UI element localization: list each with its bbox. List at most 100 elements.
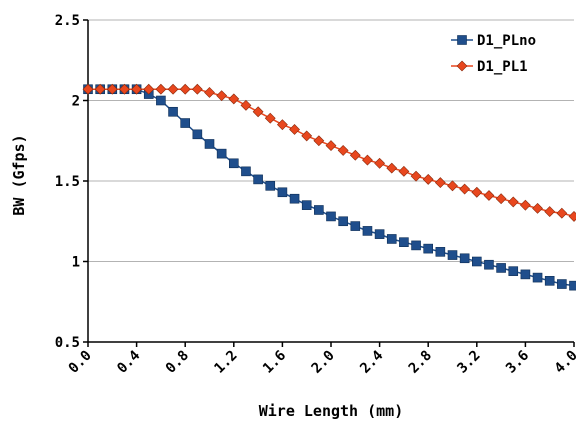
data-point (398, 165, 410, 177)
data-point (471, 186, 483, 198)
data-point (276, 119, 288, 131)
data-point (253, 174, 263, 185)
data-point (447, 250, 458, 260)
x-tick-label: 0.0 (66, 348, 95, 377)
data-point (459, 253, 470, 264)
y-tick-label: 2 (72, 94, 80, 110)
data-point (216, 148, 227, 159)
data-point (240, 99, 252, 111)
data-point (180, 118, 190, 128)
data-point (519, 199, 531, 211)
data-point (386, 162, 398, 174)
data-point (301, 200, 312, 210)
data-point (569, 280, 576, 291)
data-point (313, 135, 325, 147)
data-point (229, 158, 239, 169)
legend-marker (456, 60, 468, 72)
legend-entry: D1_PL1 (451, 59, 528, 75)
data-point (216, 90, 228, 102)
data-point (252, 106, 264, 118)
y-tick-label: 1 (72, 255, 80, 271)
x-tick-label: 1.2 (211, 348, 240, 377)
data-point (434, 177, 446, 189)
data-point (496, 263, 506, 273)
data-point (471, 256, 482, 267)
x-tick-label: 2.4 (357, 348, 386, 377)
data-point (325, 140, 337, 152)
x-tick-label: 2.8 (406, 348, 435, 377)
data-point (557, 279, 567, 289)
data-point (228, 93, 240, 105)
y-tick-label: 2.5 (55, 13, 80, 29)
x-tick-label: 3.2 (454, 348, 483, 377)
data-point (459, 183, 471, 195)
data-point (338, 216, 348, 227)
data-point (168, 106, 178, 117)
data-point (143, 83, 155, 95)
data-point (544, 276, 555, 286)
series-D1_PL1 (82, 83, 576, 222)
legend: D1_PLno D1_PL1 (451, 33, 536, 75)
data-point (179, 83, 191, 95)
data-point (374, 157, 386, 169)
data-point (204, 87, 215, 98)
data-point (507, 196, 519, 208)
data-point (411, 240, 421, 251)
data-point (544, 206, 556, 218)
data-point (508, 266, 519, 276)
y-axis-ticks: 0.5 1 1.5 2 2.5 (55, 13, 88, 351)
data-point (374, 229, 385, 239)
data-point (386, 234, 397, 244)
y-tick-label: 1.5 (55, 174, 80, 190)
data-point (204, 139, 215, 149)
data-point (350, 221, 361, 231)
data-point (423, 243, 434, 254)
x-tick-label: 1.6 (260, 348, 289, 377)
data-point (264, 112, 276, 124)
data-point (155, 83, 167, 95)
data-point (399, 237, 409, 247)
data-point (483, 190, 495, 201)
data-point (447, 180, 458, 192)
data-point (520, 269, 531, 280)
data-point (82, 83, 94, 95)
x-tick-label: 2.0 (309, 348, 338, 377)
y-axis-title: BW (Gfps) (10, 134, 28, 215)
series-line (88, 88, 575, 287)
data-point (362, 154, 373, 166)
y-tick-label: 0.5 (55, 335, 80, 351)
data-point (106, 83, 118, 95)
x-axis-ticks: 0.0 0.4 0.8 1.2 1.6 2.0 2.4 2.8 3.2 3.6 4.0 (66, 342, 576, 377)
data-point (410, 170, 422, 182)
data-point (495, 193, 507, 205)
data-point (484, 259, 494, 270)
data-point (192, 129, 203, 140)
data-point (435, 247, 446, 257)
data-point (167, 83, 179, 95)
data-point (362, 226, 373, 236)
data-point (422, 173, 434, 185)
data-point (156, 95, 166, 106)
data-point (289, 124, 300, 135)
series-layer (82, 83, 576, 291)
legend-label: D1_PLno (477, 33, 536, 49)
x-tick-label: 0.8 (163, 348, 192, 377)
data-point (326, 211, 336, 222)
data-point (131, 83, 143, 95)
x-tick-label: 0.4 (114, 348, 143, 377)
legend-marker (457, 35, 467, 45)
data-point (532, 202, 543, 214)
series-D1_PLno (83, 84, 576, 291)
legend-entry: D1_PLno (451, 33, 536, 49)
data-point (314, 205, 324, 215)
data-point (568, 210, 576, 222)
data-point (301, 130, 313, 142)
data-point (94, 83, 106, 95)
x-tick-label: 3.6 (503, 348, 532, 377)
legend-label: D1_PL1 (477, 59, 528, 75)
x-tick-label: 4.0 (552, 348, 576, 377)
data-point (289, 193, 300, 204)
data-point (556, 207, 568, 219)
data-point (337, 144, 349, 156)
